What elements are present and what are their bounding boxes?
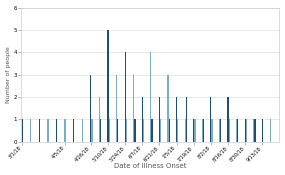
- Bar: [56, 119, 57, 142]
- Bar: [219, 119, 220, 142]
- Bar: [133, 75, 134, 142]
- Bar: [73, 119, 74, 142]
- Bar: [100, 119, 101, 142]
- Bar: [246, 119, 247, 142]
- Bar: [254, 119, 256, 142]
- Bar: [236, 119, 237, 142]
- Bar: [177, 119, 178, 142]
- Bar: [194, 119, 196, 142]
- Bar: [203, 119, 204, 142]
- X-axis label: Date of Illness Onset: Date of Illness Onset: [114, 163, 186, 169]
- Bar: [142, 97, 143, 142]
- Bar: [30, 119, 31, 142]
- Bar: [82, 119, 83, 142]
- Bar: [176, 97, 177, 142]
- Bar: [193, 119, 194, 142]
- Bar: [245, 119, 246, 142]
- Bar: [64, 119, 66, 142]
- Bar: [125, 52, 126, 142]
- Bar: [150, 52, 151, 142]
- Bar: [227, 97, 229, 142]
- Bar: [186, 97, 187, 142]
- Bar: [167, 75, 169, 142]
- Bar: [237, 119, 239, 142]
- Bar: [47, 119, 48, 142]
- Bar: [184, 119, 186, 142]
- Bar: [159, 97, 160, 142]
- Bar: [22, 119, 23, 142]
- Bar: [107, 30, 109, 142]
- Bar: [109, 119, 110, 142]
- Bar: [126, 119, 127, 142]
- Bar: [90, 75, 91, 142]
- Y-axis label: Number of people: Number of people: [5, 46, 11, 103]
- Bar: [143, 119, 144, 142]
- Bar: [99, 97, 100, 142]
- Bar: [220, 119, 221, 142]
- Bar: [169, 119, 170, 142]
- Bar: [262, 119, 263, 142]
- Bar: [253, 119, 254, 142]
- Bar: [202, 119, 203, 142]
- Bar: [117, 119, 118, 142]
- Bar: [229, 119, 230, 142]
- Bar: [134, 119, 136, 142]
- Bar: [210, 97, 211, 142]
- Bar: [116, 75, 117, 142]
- Bar: [151, 119, 153, 142]
- Bar: [211, 119, 213, 142]
- Bar: [270, 119, 272, 142]
- Bar: [39, 119, 40, 142]
- Bar: [160, 119, 161, 142]
- Bar: [91, 119, 93, 142]
